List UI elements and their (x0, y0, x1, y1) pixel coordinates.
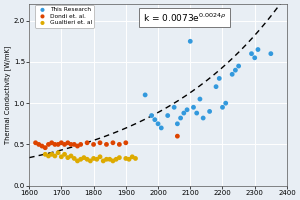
This Research (175, 122, 180, 125)
This Research (152, 118, 157, 121)
Gualtieri et. al (43, 153, 48, 156)
Dondi et. al. (52, 143, 57, 146)
Dondi et. al. (65, 141, 70, 144)
This Research (172, 106, 177, 109)
Dondi et. al. (49, 141, 54, 144)
Dondi et. al. (117, 143, 122, 146)
Dondi et. al. (91, 143, 96, 146)
Gualtieri et. al (94, 158, 99, 161)
Gualtieri et. al (59, 155, 64, 158)
Y-axis label: Thermal Conductivity [W/mK]: Thermal Conductivity [W/mK] (4, 46, 11, 144)
Gualtieri et. al (101, 159, 106, 163)
This Research (214, 85, 218, 88)
This Research (197, 97, 202, 101)
Gualtieri et. al (114, 158, 118, 161)
Gualtieri et. al (78, 158, 83, 161)
Dondi et. al. (175, 135, 180, 138)
Gualtieri et. al (52, 154, 57, 158)
This Research (188, 40, 193, 43)
Dondi et. al. (46, 143, 51, 146)
Gualtieri et. al (133, 157, 138, 160)
Gualtieri et. al (127, 158, 131, 161)
This Research (249, 52, 254, 55)
Dondi et. al. (69, 143, 74, 146)
This Research (223, 102, 228, 105)
Gualtieri et. al (85, 158, 89, 161)
Dondi et. al. (78, 143, 83, 146)
Text: k = 0.0073e$^{0.0024\rho}$: k = 0.0073e$^{0.0024\rho}$ (142, 11, 226, 24)
Dondi et. al. (72, 143, 76, 146)
Gualtieri et. al (117, 156, 122, 159)
Gualtieri et. al (110, 159, 115, 163)
Gualtieri et. al (46, 154, 51, 158)
Legend: This Research, Dondi et. al., Gualtieri et. al: This Research, Dondi et. al., Gualtieri … (34, 5, 94, 28)
Gualtieri et. al (69, 154, 74, 158)
Gualtieri et. al (91, 157, 96, 160)
This Research (268, 52, 273, 55)
Dondi et. al. (36, 143, 41, 146)
This Research (191, 106, 196, 109)
Dondi et. al. (123, 141, 128, 144)
Dondi et. al. (98, 141, 102, 144)
Gualtieri et. al (130, 155, 135, 158)
Gualtieri et. al (49, 153, 54, 156)
Gualtieri et. al (104, 158, 109, 161)
Dondi et. al. (59, 141, 64, 144)
Gualtieri et. al (72, 157, 76, 160)
Dondi et. al. (40, 144, 44, 148)
This Research (159, 126, 164, 130)
Dondi et. al. (85, 141, 89, 144)
Gualtieri et. al (107, 158, 112, 161)
Dondi et. al. (43, 146, 48, 149)
Dondi et. al. (33, 141, 38, 144)
This Research (143, 93, 148, 97)
This Research (217, 77, 222, 80)
Gualtieri et. al (98, 155, 102, 158)
This Research (194, 111, 199, 115)
Dondi et. al. (75, 144, 80, 148)
This Research (165, 114, 170, 117)
Gualtieri et. al (65, 156, 70, 159)
This Research (182, 111, 186, 115)
This Research (156, 122, 161, 125)
This Research (236, 64, 241, 68)
Dondi et. al. (110, 141, 115, 144)
Gualtieri et. al (56, 151, 61, 154)
This Research (256, 48, 260, 51)
This Research (207, 110, 212, 113)
Gualtieri et. al (75, 159, 80, 163)
This Research (178, 116, 183, 120)
Dondi et. al. (56, 143, 61, 146)
This Research (252, 56, 257, 59)
This Research (233, 69, 238, 72)
Dondi et. al. (62, 143, 67, 146)
Gualtieri et. al (123, 157, 128, 160)
Gualtieri et. al (82, 156, 86, 159)
This Research (230, 73, 235, 76)
This Research (149, 114, 154, 117)
Gualtieri et. al (88, 159, 93, 163)
Gualtieri et. al (62, 153, 67, 156)
This Research (184, 108, 189, 111)
This Research (201, 116, 206, 120)
Dondi et. al. (104, 143, 109, 146)
This Research (220, 106, 225, 109)
